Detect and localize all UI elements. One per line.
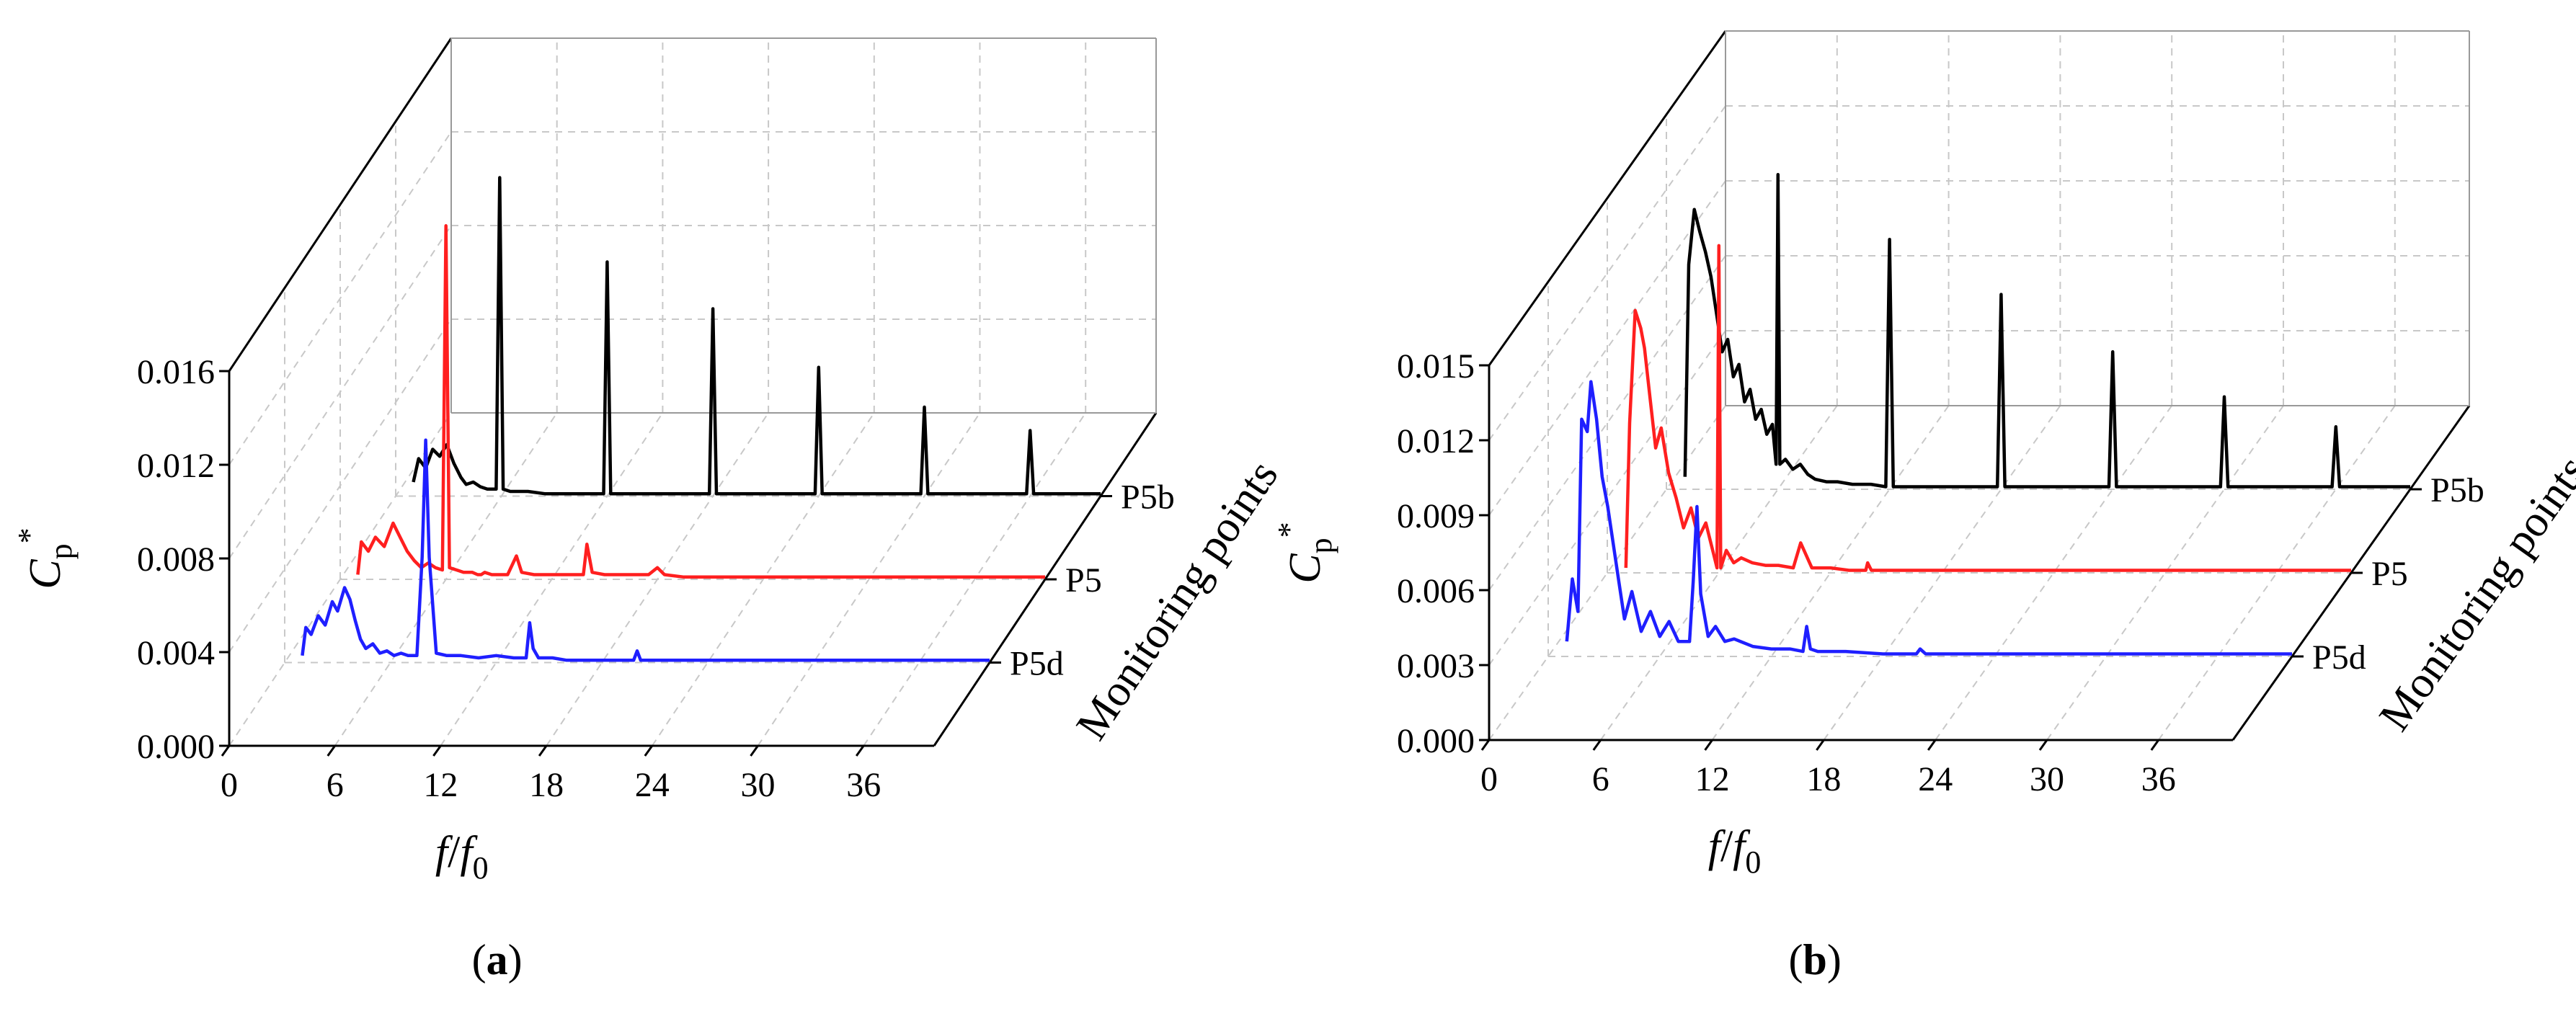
- axes-frame: [228, 37, 1158, 747]
- x-tick-mark: [538, 745, 548, 757]
- x-axis-title: f/f0: [435, 828, 489, 886]
- grid-side-y: [1488, 180, 1726, 516]
- axes-frame: [1488, 30, 2471, 741]
- x-tick-label: 18: [529, 766, 564, 804]
- y-tick-labels: 0.000 0.004 0.008 0.012 0.016: [137, 353, 229, 766]
- gridlines: [228, 37, 1156, 747]
- monitoring-point-label: P5d: [1010, 645, 1064, 683]
- grid-floor-x: [863, 412, 1087, 747]
- series-line-p5b: [412, 176, 1101, 496]
- x-tick-label: 30: [2030, 760, 2064, 798]
- series-line-p5d: [1565, 380, 2292, 656]
- x-tick-label: 24: [1918, 760, 1953, 798]
- grid-side-y: [1488, 105, 1726, 441]
- x-tick-mark: [2150, 739, 2160, 751]
- series-line-p5: [1624, 244, 2351, 572]
- grid-side-y: [228, 131, 452, 465]
- x-tick-label: 36: [846, 766, 881, 804]
- x-tick-labels: 0 6 12 18 24 30 36: [1480, 739, 2176, 798]
- panel-caption: (b): [1788, 936, 1841, 984]
- x-tick-label: 30: [741, 766, 776, 804]
- y-tick-label: 0.009: [1397, 497, 1475, 535]
- x-tick-label: 12: [423, 766, 458, 804]
- y-axis-title: Cp*: [1271, 522, 1338, 583]
- x-tick-mark: [750, 745, 759, 757]
- grid-floor-x: [1711, 405, 1950, 741]
- grid-floor-x: [2046, 405, 2284, 741]
- x-tick-mark: [221, 745, 231, 757]
- z-tick-labels: P5d P5 P5b: [2292, 471, 2484, 677]
- grid-side-y: [1488, 255, 1726, 591]
- y-tick-label: 0.015: [1397, 347, 1475, 386]
- panel-caption: (a): [472, 936, 523, 984]
- monitoring-point-label: P5: [1065, 561, 1102, 600]
- grid-floor-x: [1823, 405, 2061, 741]
- x-tick-label: 6: [1592, 760, 1609, 798]
- monitoring-point-label: P5d: [2312, 638, 2366, 677]
- y-tick-label: 0.000: [1397, 722, 1475, 760]
- x-tick-mark: [1816, 739, 1825, 751]
- x-tick-label: 6: [327, 766, 344, 804]
- panel-a: 0 6 12 18 24 30 36 0.000 0.004 0.008 0.012 0.016 P5d…: [12, 37, 1287, 984]
- x-tick-label: 0: [1480, 760, 1498, 798]
- x-tick-mark: [1592, 739, 1602, 751]
- series-group: [1565, 172, 2410, 656]
- y-tick-label: 0.012: [137, 447, 215, 485]
- series-line-p5b: [1683, 172, 2410, 489]
- y-axis-title: Cp*: [12, 527, 79, 589]
- x-tick-label: 36: [2141, 760, 2176, 798]
- y-tick-label: 0.012: [1397, 422, 1475, 460]
- panel-b: 0 6 12 18 24 30 360.0000.0030.0060.0090.0120.0…: [1271, 30, 2576, 984]
- monitoring-point-label: P5b: [1121, 478, 1175, 517]
- series-group: [301, 176, 1101, 662]
- gridlines: [1488, 30, 2469, 741]
- grid-floor-x: [757, 412, 981, 747]
- y-tick-label: 0.003: [1397, 647, 1475, 685]
- x-tick-mark: [432, 745, 442, 757]
- y-tick-label: 0.008: [137, 540, 215, 579]
- x-tick-label: 12: [1695, 760, 1730, 798]
- monitoring-point-label: P5b: [2430, 471, 2484, 509]
- x-tick-mark: [855, 745, 865, 757]
- x-tick-mark: [327, 745, 336, 757]
- y-tick-label: 0.004: [137, 634, 215, 672]
- x-axis-title: f/f0: [1708, 822, 1762, 880]
- monitoring-point-label: P5: [2371, 555, 2408, 593]
- x-tick-mark: [1927, 739, 1937, 751]
- x-tick-mark: [2038, 739, 2048, 751]
- y-tick-label: 0.006: [1397, 572, 1475, 610]
- x-tick-labels: 0 6 12 18 24 30 36: [221, 745, 881, 804]
- x-tick-label: 18: [1806, 760, 1841, 798]
- x-tick-label: 24: [635, 766, 670, 804]
- grid-floor-x: [651, 412, 875, 747]
- series-line-p5d: [301, 438, 990, 662]
- x-tick-mark: [644, 745, 654, 757]
- axis-edge: [1488, 30, 1727, 366]
- y-tick-label: 0.000: [137, 728, 215, 766]
- y-tick-labels: 0.000 0.003 0.006 0.009 0.012 0.015: [1397, 347, 1489, 760]
- x-tick-mark: [1704, 739, 1713, 751]
- grid-floor-x: [2157, 405, 2396, 741]
- x-tick-label: 0: [221, 766, 238, 804]
- x-tick-mark: [1480, 739, 1491, 751]
- y-tick-label: 0.016: [137, 353, 215, 391]
- z-tick-labels: P5d P5 P5b: [990, 478, 1175, 683]
- grid-floor-x: [1935, 405, 2173, 741]
- series-line-p5: [356, 224, 1045, 579]
- grid-floor-x: [1599, 405, 1838, 741]
- axis-edge: [228, 37, 453, 372]
